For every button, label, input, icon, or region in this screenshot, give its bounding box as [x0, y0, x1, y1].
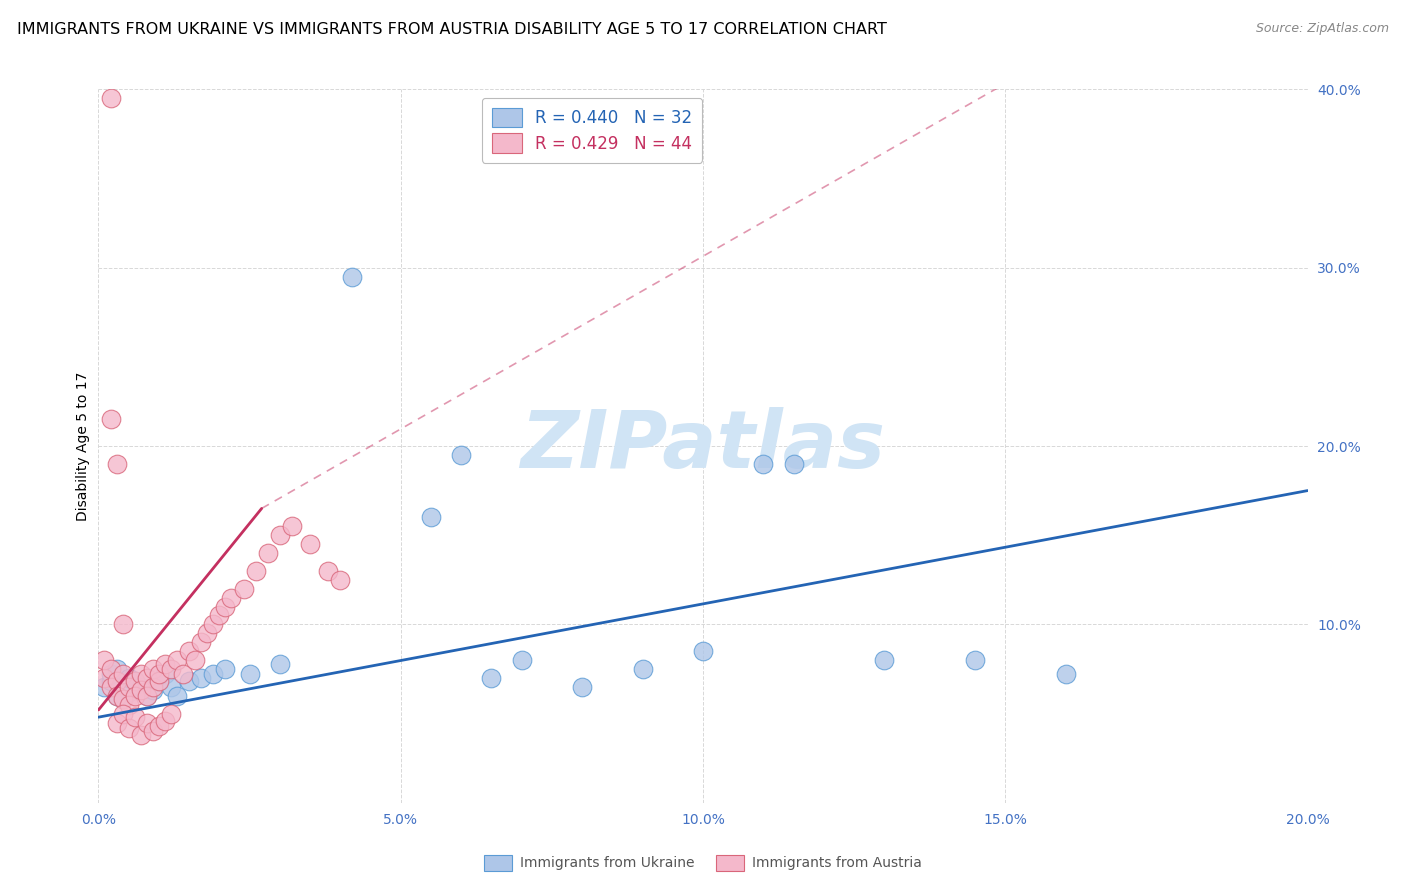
Y-axis label: Disability Age 5 to 17: Disability Age 5 to 17 [76, 371, 90, 521]
Point [148, 719, 170, 733]
Point [571, 680, 593, 694]
Point [481, 671, 503, 685]
Point [135, 715, 157, 730]
Text: ZIPatlas: ZIPatlas [520, 407, 886, 485]
Point [135, 689, 157, 703]
Point [166, 653, 188, 667]
Point [153, 657, 176, 671]
Point [105, 457, 128, 471]
Point [245, 564, 267, 578]
Point [100, 680, 122, 694]
Point [782, 457, 804, 471]
Legend: Immigrants from Ukraine, Immigrants from Austria: Immigrants from Ukraine, Immigrants from… [478, 849, 928, 876]
Point [105, 689, 128, 703]
Point [93, 653, 115, 667]
Point [214, 662, 236, 676]
Point [105, 689, 128, 703]
Point [269, 528, 291, 542]
Point [118, 680, 141, 694]
Point [118, 698, 141, 712]
Point [148, 674, 170, 689]
Point [105, 662, 128, 676]
Point [148, 667, 170, 681]
Point [692, 644, 714, 658]
Point [316, 564, 339, 578]
Point [100, 91, 122, 105]
Point [419, 510, 441, 524]
Point [124, 689, 146, 703]
Point [269, 657, 291, 671]
Point [118, 685, 141, 699]
Point [129, 728, 152, 742]
Point [100, 412, 122, 426]
Point [118, 721, 141, 735]
Point [111, 692, 134, 706]
Point [160, 706, 183, 721]
Point [124, 674, 146, 689]
Point [752, 457, 775, 471]
Legend: R = 0.440   N = 32, R = 0.429   N = 44: R = 0.440 N = 32, R = 0.429 N = 44 [482, 97, 702, 162]
Point [153, 714, 176, 728]
Point [202, 617, 225, 632]
Point [124, 710, 146, 724]
Point [195, 626, 218, 640]
Point [281, 519, 304, 533]
Point [105, 715, 128, 730]
Point [450, 448, 472, 462]
Point [342, 269, 364, 284]
Point [510, 653, 533, 667]
Point [129, 667, 152, 681]
Point [135, 671, 157, 685]
Point [142, 680, 165, 694]
Point [177, 674, 201, 689]
Point [93, 671, 115, 685]
Point [118, 671, 141, 685]
Point [631, 662, 654, 676]
Point [93, 680, 115, 694]
Point [214, 599, 236, 614]
Point [148, 674, 170, 689]
Point [873, 653, 896, 667]
Point [190, 671, 212, 685]
Point [129, 683, 152, 698]
Point [142, 724, 165, 739]
Point [111, 706, 134, 721]
Point [124, 674, 146, 689]
Point [160, 680, 183, 694]
Point [256, 546, 278, 560]
Point [105, 674, 128, 689]
Point [153, 667, 176, 681]
Point [142, 683, 165, 698]
Point [1054, 667, 1077, 681]
Point [172, 667, 194, 681]
Point [232, 582, 254, 596]
Text: Source: ZipAtlas.com: Source: ZipAtlas.com [1256, 22, 1389, 36]
Point [160, 662, 183, 676]
Point [111, 617, 134, 632]
Point [239, 667, 262, 681]
Text: IMMIGRANTS FROM UKRAINE VS IMMIGRANTS FROM AUSTRIA DISABILITY AGE 5 TO 17 CORREL: IMMIGRANTS FROM UKRAINE VS IMMIGRANTS FR… [17, 22, 887, 37]
Point [177, 644, 201, 658]
Point [129, 680, 152, 694]
Point [202, 667, 225, 681]
Point [965, 653, 987, 667]
Point [208, 608, 231, 623]
Point [111, 692, 134, 706]
Point [166, 689, 188, 703]
Point [190, 635, 212, 649]
Point [135, 689, 157, 703]
Point [299, 537, 322, 551]
Point [100, 674, 122, 689]
Point [142, 662, 165, 676]
Point [111, 667, 134, 681]
Point [100, 667, 122, 681]
Point [100, 662, 122, 676]
Point [184, 653, 207, 667]
Point [329, 573, 352, 587]
Point [221, 591, 243, 605]
